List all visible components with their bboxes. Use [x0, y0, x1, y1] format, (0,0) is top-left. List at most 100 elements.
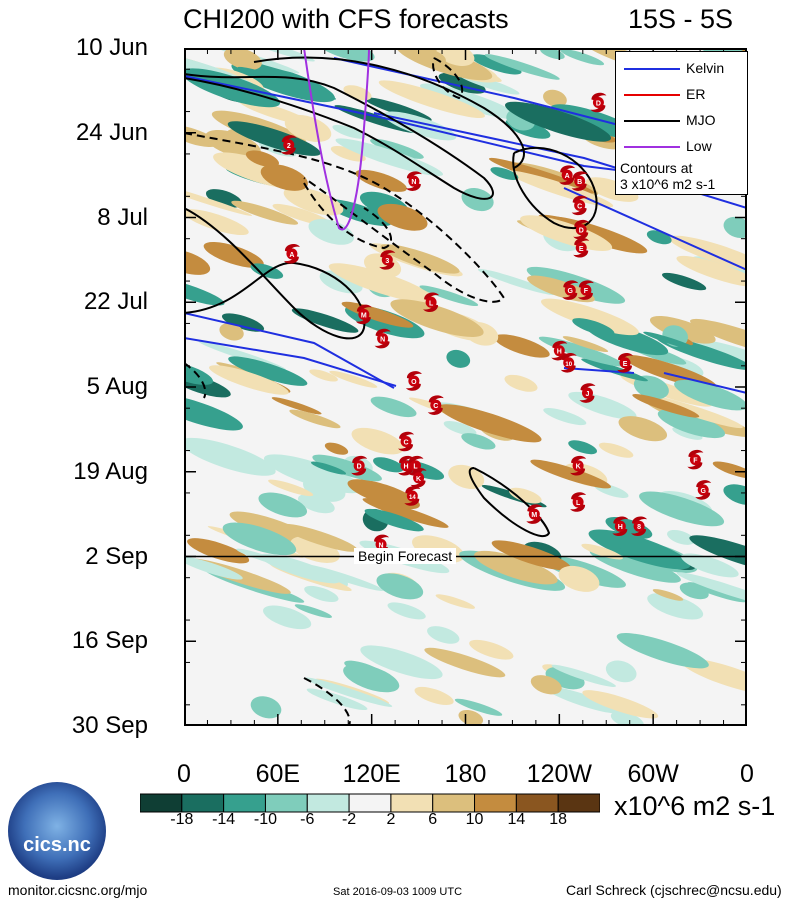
- anomaly-blob: [446, 349, 471, 368]
- legend-label: ER: [686, 86, 706, 102]
- cics-logo: cics.nc: [8, 782, 106, 880]
- anomaly-blob: [355, 169, 407, 192]
- anomaly-blob: [560, 48, 605, 66]
- storm-label: D: [579, 228, 584, 235]
- storm-marker: D: [351, 455, 368, 476]
- anomaly-blob: [652, 589, 684, 601]
- anomaly-blob: [568, 440, 598, 455]
- anomaly-blob: [184, 209, 249, 236]
- storm-marker: F: [687, 449, 704, 470]
- anomaly-blob: [302, 475, 346, 502]
- anomaly-blob: [491, 540, 571, 571]
- storm-marker: A: [283, 244, 300, 264]
- author: Carl Schreck (cjschrec@ncsu.edu): [566, 882, 782, 898]
- mjo-contour: [468, 467, 551, 538]
- storm-label: G: [568, 288, 574, 295]
- anomaly-blob: [469, 639, 514, 660]
- anomaly-blob: [310, 461, 347, 475]
- anomaly-blob: [505, 101, 612, 142]
- storm-center: [689, 454, 701, 466]
- anomaly-blob: [308, 219, 355, 245]
- anomaly-blob: [438, 404, 542, 443]
- storm-label: 3: [385, 258, 389, 265]
- anomaly-blob: [461, 433, 496, 450]
- mjo-contour: [184, 73, 494, 200]
- legend-note-line1: Contours at: [620, 160, 693, 176]
- kelvin-contour: [563, 187, 747, 271]
- colorbar-swatch: [390, 793, 434, 813]
- anomaly-blob: [647, 593, 704, 620]
- colorbar-label: 10: [465, 811, 484, 828]
- storm-center: [425, 296, 437, 308]
- storm-label: F: [693, 458, 698, 465]
- storm-marker: 14: [404, 486, 421, 506]
- anomaly-blob: [223, 48, 262, 71]
- storm-label: N: [380, 337, 385, 344]
- anomaly-blob: [231, 200, 299, 225]
- anomaly-blob: [520, 215, 613, 251]
- colorbar-swatch: [515, 793, 559, 813]
- anomaly-blob: [360, 645, 443, 680]
- storm-marker: L: [423, 292, 440, 313]
- storm-label: 14: [409, 495, 416, 501]
- legend-label: Kelvin: [686, 60, 725, 76]
- anomaly-blob: [424, 647, 506, 678]
- anomaly-blob: [390, 299, 484, 337]
- storm-marker: B: [571, 171, 588, 191]
- anomaly-blob: [227, 121, 321, 156]
- storm-label: O: [411, 379, 417, 386]
- storm-center: [563, 357, 575, 369]
- storm-marker: K: [410, 468, 427, 488]
- storm-marker: 8: [631, 516, 648, 537]
- anomaly-blob: [558, 565, 600, 592]
- y-tick-label: 19 Aug: [73, 457, 148, 485]
- colorbar-swatch: [474, 793, 517, 813]
- anomaly-blob: [639, 491, 725, 527]
- anomaly-blob: [679, 582, 709, 600]
- anomaly-blob: [676, 255, 747, 287]
- anomaly-blob: [551, 664, 616, 687]
- storm-center: [408, 375, 420, 387]
- mjo-contour: [184, 207, 366, 340]
- anomaly-blob: [284, 114, 332, 142]
- storm-label: 10: [565, 362, 572, 368]
- storm-marker: H: [612, 516, 629, 537]
- storm-marker: C: [398, 431, 415, 452]
- storm-marker: 10: [560, 353, 577, 373]
- anomaly-blob: [289, 409, 341, 429]
- anomaly-blob: [681, 553, 739, 578]
- storm-marker: F: [577, 280, 594, 300]
- anomaly-blob: [222, 522, 297, 556]
- colorbar-label: -18: [170, 811, 194, 828]
- anomaly-blob: [414, 686, 454, 706]
- storm-marker: E: [617, 353, 634, 373]
- anomaly-blob: [229, 511, 313, 544]
- anomaly-blob: [373, 457, 404, 473]
- anomaly-blob: [723, 216, 747, 239]
- colorbar-swatch: [306, 793, 350, 813]
- y-tick-label: 30 Sep: [71, 712, 148, 739]
- colorbar-label: -14: [212, 811, 236, 828]
- kelvin-contour: [663, 372, 747, 394]
- anomaly-blob: [324, 442, 349, 455]
- website-link[interactable]: monitor.cicsnc.org/mjo: [8, 882, 148, 898]
- y-tick-label: 8 Jul: [97, 203, 148, 231]
- storm-label: L: [413, 464, 418, 471]
- anomaly-blob: [378, 80, 485, 118]
- anomaly-blob: [494, 334, 550, 358]
- anomaly-blob: [250, 263, 284, 279]
- storm-center: [574, 175, 586, 187]
- storm-marker: C: [427, 395, 444, 415]
- anomaly-blob: [543, 89, 567, 108]
- legend-item: Low: [616, 138, 747, 156]
- y-tick-label: 5 Aug: [86, 373, 148, 400]
- anomaly-blob: [484, 54, 560, 80]
- anomaly-blob: [568, 391, 637, 420]
- storm-marker: L: [570, 492, 587, 512]
- colorbar-swatch: [432, 793, 476, 813]
- anomaly-blob: [526, 266, 626, 304]
- anomaly-blob: [530, 675, 562, 695]
- storm-marker: N: [374, 328, 391, 349]
- anomaly-blob: [618, 537, 646, 557]
